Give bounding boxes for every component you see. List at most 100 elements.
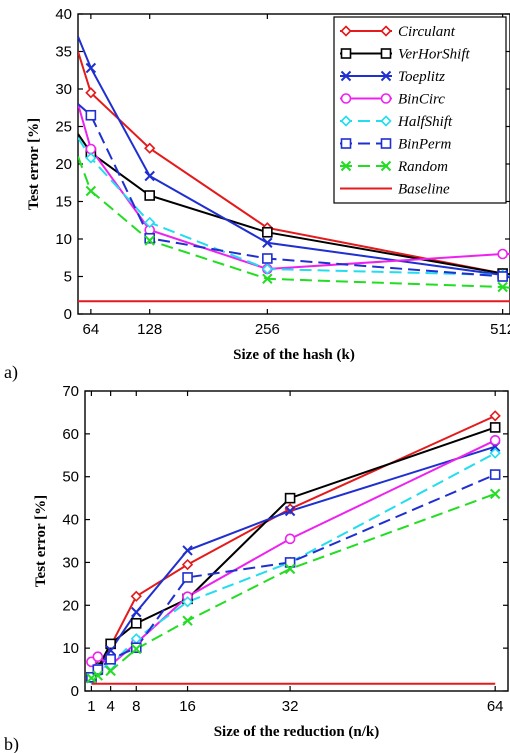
y-tick-label: 25 — [55, 119, 72, 136]
y-tick-label: 0 — [71, 683, 79, 700]
legend-label: BinCirc — [398, 92, 445, 108]
data-point-toeplitz — [105, 645, 116, 656]
y-tick-label: 20 — [55, 156, 72, 173]
data-point-circulant — [130, 590, 142, 602]
legend-marker — [340, 25, 352, 37]
x-tick-label: 16 — [179, 698, 196, 715]
legend-label: Circulant — [398, 24, 456, 40]
data-point-circulant — [181, 558, 194, 571]
data-point-random — [131, 643, 142, 655]
x-tick-label: 1 — [87, 698, 95, 715]
panel-b-chart: 0 10 20 30 40 50 60 70 1 4 8 16 32 64 Size of the redu… — [4, 383, 509, 753]
data-point-circulant — [144, 142, 156, 154]
data-point-binperm — [182, 572, 193, 583]
data-point-bincirc — [85, 143, 97, 155]
series-lines — [90, 414, 496, 685]
data-point-binperm — [105, 653, 116, 665]
panel-label: a) — [4, 362, 18, 383]
data-point-circulant — [489, 410, 501, 422]
x-tick-label: 64 — [487, 698, 504, 715]
y-tick-label: 50 — [62, 469, 79, 486]
data-point-random — [182, 615, 193, 626]
plot-frame — [84, 390, 509, 692]
data-point-bincirc — [92, 651, 104, 663]
legend-label: Baseline — [398, 182, 450, 198]
data-point-toeplitz — [85, 62, 97, 74]
legend-marker — [380, 48, 392, 59]
x-axis-label: Size of the hash (k) — [233, 347, 355, 363]
legend-label: HalfShift — [397, 114, 453, 130]
legend-marker — [380, 138, 392, 149]
legend-marker — [340, 160, 352, 172]
data-point-binperm — [262, 253, 273, 264]
data-point-halfshift — [261, 263, 273, 275]
data-point-random — [284, 563, 296, 575]
y-axis-label: Test error [%] — [26, 118, 42, 210]
legend-marker — [380, 115, 392, 127]
legend-marker — [340, 48, 352, 59]
data-point-verhorshift — [489, 422, 501, 433]
y-tick-label: 35 — [55, 44, 72, 61]
x-tick-label: 8 — [132, 698, 140, 715]
data-point-random — [85, 185, 97, 197]
legend: Circulant VerHorShift Toeplitz BinCirc HalfS… — [333, 16, 507, 204]
y-axis-label: Test error [%] — [33, 495, 49, 587]
data-point-toeplitz — [262, 237, 273, 248]
legend-marker — [340, 115, 352, 127]
data-point-random — [262, 273, 273, 284]
data-point-bincirc — [284, 533, 296, 545]
y-tick-label: 10 — [55, 231, 72, 248]
data-point-halfshift — [181, 596, 194, 608]
legend-marker — [380, 160, 392, 172]
data-point-random — [86, 672, 97, 684]
data-point-toeplitz — [284, 505, 296, 517]
y-tick-label: 20 — [62, 597, 79, 614]
data-point-verhorshift — [144, 190, 155, 201]
data-point-binperm — [284, 557, 296, 568]
data-point-halfshift — [489, 447, 501, 459]
data-point-toeplitz — [131, 606, 142, 618]
series-line-binperm — [90, 473, 496, 678]
series-markers — [85, 62, 509, 293]
data-point-binperm — [144, 232, 155, 244]
data-point-verhorshift — [130, 617, 142, 629]
data-point-random — [144, 235, 155, 246]
panel-a-chart: 0 5 10 15 20 25 30 35 40 64 128 256 512 Size of the h… — [4, 6, 510, 383]
data-point-bincirc — [497, 248, 508, 260]
y-tick-label: 40 — [62, 512, 79, 529]
legend-box — [333, 16, 507, 204]
legend-marker — [380, 25, 392, 37]
data-point-binperm — [85, 109, 97, 121]
data-point-random — [497, 281, 508, 293]
x-axis-label: Size of the reduction (n/k) — [214, 724, 380, 740]
legend-label: Random — [397, 159, 448, 175]
data-point-binperm — [92, 664, 104, 675]
x-tick-label: 64 — [83, 321, 100, 338]
data-point-circulant — [85, 87, 97, 99]
data-point-toeplitz — [182, 545, 193, 556]
y-tick-label: 5 — [64, 269, 72, 286]
data-point-bincirc — [489, 434, 501, 446]
data-point-random — [92, 670, 104, 681]
data-point-verhorshift — [262, 226, 273, 238]
legend-marker — [340, 138, 352, 149]
y-tick-label: 30 — [55, 81, 72, 98]
legend-label: Toeplitz — [398, 69, 445, 85]
data-point-binperm — [497, 271, 508, 282]
y-tick-label: 15 — [55, 194, 72, 211]
series-line-circulant — [90, 414, 496, 679]
data-point-binperm — [489, 469, 501, 480]
legend-marker — [380, 93, 392, 104]
panel-label: b) — [4, 734, 19, 753]
y-tick-label: 10 — [62, 640, 79, 657]
legend-label: VerHorShift — [398, 47, 471, 63]
y-tick-label: 0 — [64, 306, 72, 323]
y-tick-label: 60 — [62, 426, 79, 443]
data-point-toeplitz — [144, 170, 155, 182]
x-tick-label: 32 — [282, 698, 299, 715]
data-point-random — [105, 665, 116, 677]
y-tick-label: 30 — [62, 554, 79, 571]
legend-marker — [380, 70, 392, 82]
legend-label: BinPerm — [398, 137, 451, 153]
